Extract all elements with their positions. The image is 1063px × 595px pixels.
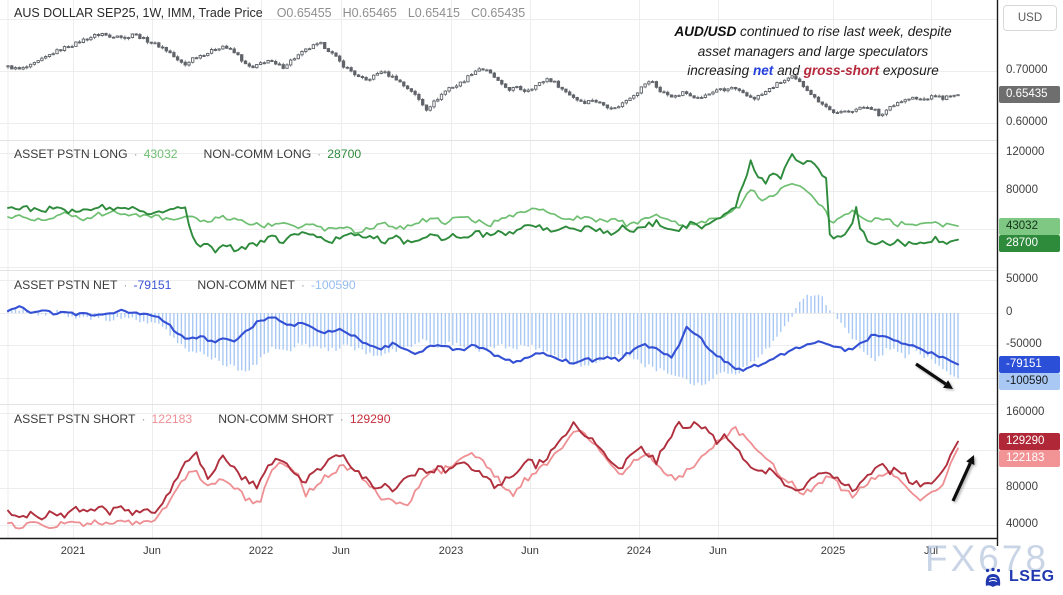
y-axis-label: 120000	[1006, 146, 1045, 158]
series-label: ASSET PSTN SHORT	[14, 412, 136, 426]
separator-dot: ·	[141, 412, 146, 426]
last-value-badge: -79151	[999, 355, 1060, 373]
last-value-badge: 129290	[999, 433, 1060, 451]
y-axis-label: 0.60000	[1006, 116, 1048, 128]
legend-short: ASSET PSTN SHORT · 122183 NON-COMM SHORT…	[14, 412, 390, 426]
annotation-arrow	[915, 362, 953, 389]
instrument-header: AUS DOLLAR SEP25, 1W, IMM, Trade Price O…	[14, 6, 525, 20]
series-value: -79151	[133, 278, 172, 292]
high-value: H0.65465	[342, 6, 397, 20]
series-label: NON-COMM NET	[197, 278, 295, 292]
y-axis-label: 50000	[1006, 273, 1038, 286]
x-axis-label: 2025	[820, 545, 846, 557]
last-value-badge: 28700	[999, 234, 1060, 252]
separator-dot: ·	[317, 147, 322, 161]
legend-long: ASSET PSTN LONG · 43032 NON-COMM LONG · …	[14, 147, 361, 161]
instrument-title: AUS DOLLAR SEP25, 1W, IMM, Trade Price	[14, 6, 263, 20]
x-axis-label: 2024	[626, 545, 652, 557]
annotation-arrow	[951, 455, 975, 502]
separator-dot: ·	[133, 147, 138, 161]
x-axis-label: Jul	[923, 545, 939, 557]
separator-dot: ·	[300, 278, 305, 292]
series-value: 129290	[349, 412, 391, 426]
series-value: 43032	[143, 147, 178, 161]
x-axis-label: 2021	[60, 545, 86, 557]
y-axis-label: 160000	[1006, 406, 1045, 418]
series-value: 28700	[327, 147, 362, 161]
lseg-logo-text: LSEG	[1009, 568, 1055, 585]
close-value: C0.65435	[470, 6, 526, 20]
last-value-badge: 43032	[999, 217, 1060, 235]
y-axis-label: 40000	[1006, 517, 1038, 530]
x-axis-label: Jun	[332, 545, 350, 557]
series-value: 122183	[151, 412, 193, 426]
x-axis-label: Jun	[143, 545, 161, 557]
y-axis-label: 80000	[1006, 184, 1038, 196]
low-value: L0.65415	[407, 6, 460, 20]
series-value: -100590	[310, 278, 356, 292]
last-value-badge: -100590	[999, 372, 1060, 390]
x-axis-label: Jun	[709, 545, 727, 557]
open-value: O0.65455	[276, 6, 332, 20]
separator-dot: ·	[339, 412, 344, 426]
legend-net: ASSET PSTN NET · -79151 NON-COMM NET · -…	[14, 278, 356, 292]
x-axis-label: 2023	[438, 545, 464, 557]
lseg-crest-icon	[985, 567, 1001, 587]
x-axis-label: Jun	[521, 545, 539, 557]
lseg-logo: LSEG	[982, 566, 1055, 588]
y-axis-label: 0.70000	[1006, 64, 1048, 76]
y-axis-label: 80000	[1006, 480, 1038, 493]
series-label: NON-COMM SHORT	[218, 412, 334, 426]
series-label: NON-COMM LONG	[203, 147, 312, 161]
series-label: ASSET PSTN LONG	[14, 147, 128, 161]
y-axis-label: 0	[1006, 305, 1013, 318]
currency-axis-button[interactable]: USD	[1003, 5, 1057, 31]
ohlc-readout: O0.65455 H0.65465 L0.65415 C0.65435	[277, 6, 526, 20]
last-value-badge: 122183	[999, 450, 1060, 468]
series-label: ASSET PSTN NET	[14, 278, 118, 292]
last-value-badge: 0.65435	[999, 86, 1060, 104]
y-axis-label: -50000	[1006, 338, 1042, 351]
separator-dot: ·	[123, 278, 128, 292]
x-axis-label: 2022	[248, 545, 274, 557]
